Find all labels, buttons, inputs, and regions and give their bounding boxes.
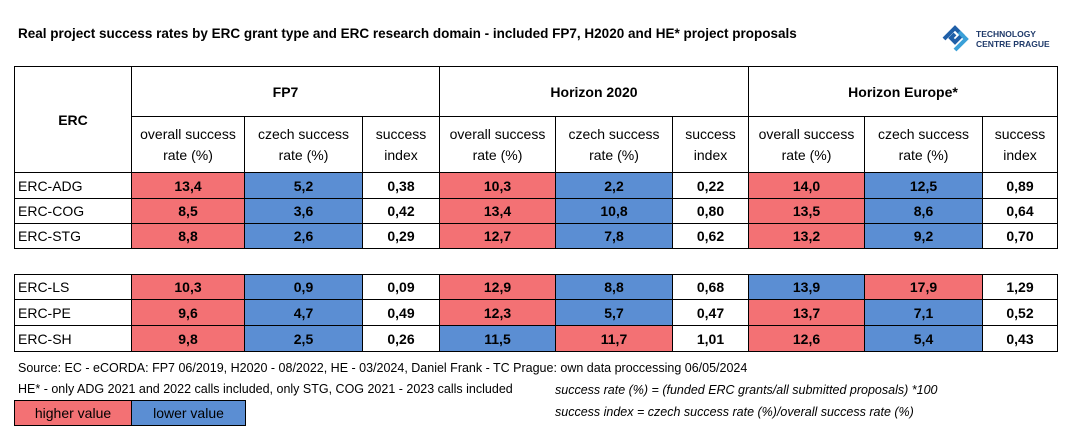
sub-header: czech success rate (%) [555,116,673,173]
sub-header: overall success rate (%) [131,116,245,173]
sub-header: overall success rate (%) [439,116,556,173]
value-cell: 4,7 [244,299,363,326]
value-cell: 8,8 [555,274,673,300]
source: Source: EC - eCORDA: FP7 06/2019, H2020 … [18,361,748,375]
value-cell: 1,01 [672,325,749,352]
note: HE* - only ADG 2021 and 2022 calls inclu… [18,382,513,396]
legend-lower: lower value [131,400,246,426]
value-cell: 13,9 [748,274,865,300]
row-label: ERC-STG [14,223,132,249]
value-cell: 14,0 [748,172,865,199]
value-cell: 13,2 [748,223,865,249]
sub-header: czech success rate (%) [244,116,363,173]
value-cell: 8,8 [131,223,245,249]
value-cell: 10,3 [131,274,245,300]
title: Real project success rates by ERC grant … [18,26,797,41]
value-cell: 0,09 [362,274,440,300]
group-header: Horizon Europe* [748,66,1058,117]
row-label: ERC-PE [14,299,132,326]
value-cell: 2,5 [244,325,363,352]
value-cell: 12,6 [748,325,865,352]
value-cell: 5,7 [555,299,673,326]
value-cell: 5,4 [864,325,983,352]
legend-higher: higher value [14,400,132,426]
value-cell: 8,6 [864,198,983,224]
value-cell: 9,6 [131,299,245,326]
value-cell: 9,2 [864,223,983,249]
logo-line: CENTRE PRAGUE [976,39,1050,49]
logo-line: TECHNOLOGY [976,29,1036,39]
value-cell: 11,5 [439,325,556,352]
logo-mark [942,25,969,52]
value-cell: 12,5 [864,172,983,199]
formula: success rate (%) = (funded ERC grants/al… [555,383,938,397]
value-cell: 2,2 [555,172,673,199]
sub-header: success index [982,116,1058,173]
formula: success index = czech success rate (%)/o… [555,405,914,419]
value-cell: 0,80 [672,198,749,224]
value-cell: 0,26 [362,325,440,352]
logo-text: TECHNOLOGY CENTRE PRAGUE [976,29,1050,49]
value-cell: 13,4 [439,198,556,224]
value-cell: 0,89 [982,172,1058,199]
group-header: Horizon 2020 [439,66,749,117]
sub-header: czech success rate (%) [864,116,983,173]
sub-header: success index [362,116,440,173]
value-cell: 0,68 [672,274,749,300]
value-cell: 7,8 [555,223,673,249]
value-cell: 5,2 [244,172,363,199]
value-cell: 0,70 [982,223,1058,249]
value-cell: 11,7 [555,325,673,352]
value-cell: 12,9 [439,274,556,300]
value-cell: 0,22 [672,172,749,199]
value-cell: 0,42 [362,198,440,224]
value-cell: 17,9 [864,274,983,300]
value-cell: 13,7 [748,299,865,326]
row-label: ERC-ADG [14,172,132,199]
group-header: FP7 [131,66,440,117]
value-cell: 0,49 [362,299,440,326]
value-cell: 0,38 [362,172,440,199]
value-cell: 12,7 [439,223,556,249]
value-cell: 10,8 [555,198,673,224]
value-cell: 0,52 [982,299,1058,326]
value-cell: 0,9 [244,274,363,300]
value-cell: 8,5 [131,198,245,224]
value-cell: 0,43 [982,325,1058,352]
value-cell: 0,64 [982,198,1058,224]
row-label: ERC-COG [14,198,132,224]
corner-header: ERC [14,66,132,173]
value-cell: 13,5 [748,198,865,224]
sub-header: success index [672,116,749,173]
value-cell: 3,6 [244,198,363,224]
value-cell: 0,29 [362,223,440,249]
value-cell: 0,47 [672,299,749,326]
row-label: ERC-LS [14,274,132,300]
value-cell: 10,3 [439,172,556,199]
value-cell: 7,1 [864,299,983,326]
row-label: ERC-SH [14,325,132,352]
value-cell: 12,3 [439,299,556,326]
value-cell: 0,62 [672,223,749,249]
value-cell: 2,6 [244,223,363,249]
value-cell: 13,4 [131,172,245,199]
value-cell: 9,8 [131,325,245,352]
sub-header: overall success rate (%) [748,116,865,173]
value-cell: 1,29 [982,274,1058,300]
